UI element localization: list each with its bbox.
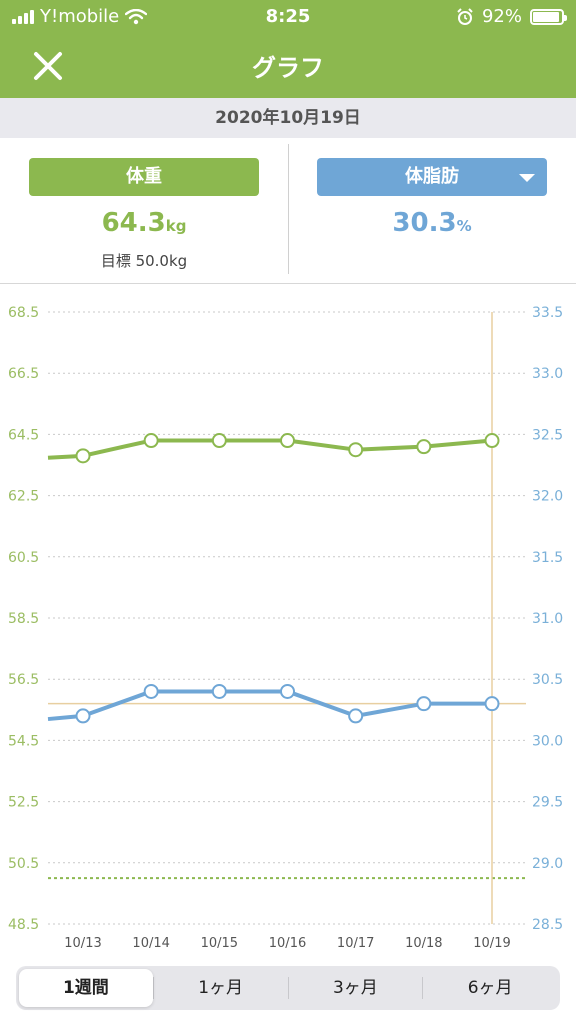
y-left-tick-label: 50.5: [8, 856, 39, 872]
y-left-tick-label: 54.5: [8, 733, 39, 749]
y-right-tick-label: 30.0: [532, 733, 563, 749]
segment-divider: [152, 977, 154, 999]
weight-series-point: [416, 439, 432, 455]
x-tick-label: 10/17: [337, 936, 374, 951]
y-right-tick-label: 30.5: [532, 672, 563, 688]
weight-series-point: [143, 433, 159, 449]
weight-unit: kg: [165, 217, 187, 235]
weight-series-line: [47, 438, 493, 460]
y-left-tick-label: 58.5: [8, 611, 39, 627]
x-tick-label: 10/16: [269, 936, 306, 951]
summary-panel: 体重 64.3kg 目標 50.0kg 体脂肪 30.3%: [0, 138, 576, 284]
y-left-tick-label: 56.5: [8, 672, 39, 688]
weight-number: 64.3: [101, 208, 166, 238]
weight-label-pill: 体重: [29, 158, 259, 196]
fat-series-point: [280, 683, 295, 699]
summary-divider: [288, 144, 289, 274]
fat-series-point: [143, 683, 159, 699]
nav-bar: グラフ: [0, 34, 576, 98]
x-tick-label: 10/13: [64, 936, 101, 951]
period-3months[interactable]: 3ヶ月: [332, 978, 378, 998]
chart-area: 68.5 33.5 66.5 33.0 64.5 32.5 62.5 32.0 60.5 31.5…: [0, 284, 576, 960]
fat-number: 30.3: [392, 208, 457, 238]
fat-selector-button[interactable]: 体脂肪: [317, 158, 547, 196]
fat-series-point: [416, 696, 432, 712]
page-title: グラフ: [252, 54, 324, 82]
weight-series-point: [348, 442, 364, 458]
period-1month[interactable]: 1ヶ月: [198, 978, 244, 998]
weight-goal: 目標 50.0kg: [100, 252, 188, 270]
fat-series-point: [211, 683, 227, 699]
y-right-tick-label: 29.0: [532, 856, 563, 872]
status-right: 92%: [456, 6, 567, 27]
close-icon[interactable]: [30, 48, 66, 84]
wifi-icon: [125, 8, 148, 24]
weight-fat-chart: 68.5 33.5 66.5 33.0 64.5 32.5 62.5 32.0 60.5 31.5…: [8, 305, 563, 951]
fat-label: 体脂肪: [405, 166, 459, 187]
fat-unit: %: [456, 217, 472, 235]
battery-icon: [530, 8, 567, 25]
segment-divider: [422, 977, 424, 999]
carrier-name: Y!mobile: [40, 6, 120, 27]
dropdown-triangle-icon: [519, 174, 535, 182]
y-left-tick-label: 60.5: [8, 550, 39, 566]
x-tick-label: 10/15: [201, 936, 238, 951]
fat-series-line: [47, 689, 492, 722]
signal-icon: [12, 9, 34, 24]
alarm-icon: [457, 7, 473, 25]
weight-value: 64.3kg: [29, 208, 259, 238]
y-right-tick-label: 33.5: [532, 305, 563, 321]
y-left-tick-label: 52.5: [8, 795, 39, 811]
y-left-tick-label: 64.5: [8, 427, 39, 443]
weight-series-point: [211, 433, 227, 449]
segment-divider: [287, 977, 289, 999]
period-1week[interactable]: 1週間: [19, 969, 153, 1007]
carrier-info: Y!mobile: [12, 6, 148, 27]
fat-value: 30.3%: [317, 208, 547, 238]
y-left-tick-label: 62.5: [8, 489, 39, 505]
weight-series-point: [280, 433, 295, 449]
battery-percent: 92%: [481, 6, 522, 27]
y-right-tick-label: 31.5: [532, 550, 563, 566]
weight-series-point: [75, 448, 91, 464]
y-right-tick-label: 28.5: [532, 917, 563, 933]
y-right-tick-label: 32.5: [532, 427, 563, 443]
y-left-tick-label: 68.5: [8, 305, 39, 321]
y-left-tick-label: 48.5: [8, 917, 39, 933]
x-tick-label: 10/18: [405, 936, 442, 951]
y-right-tick-label: 33.0: [532, 366, 563, 382]
fat-series-point: [348, 708, 364, 724]
date-header: 2020年10月19日: [0, 98, 576, 138]
clock: 8:25: [265, 6, 311, 27]
x-tick-label: 10/19: [473, 936, 510, 951]
fat-series-point: [75, 708, 91, 724]
y-right-tick-label: 29.5: [532, 795, 563, 811]
weight-series-point: [484, 433, 500, 449]
x-tick-label: 10/14: [132, 936, 169, 951]
y-right-tick-label: 32.0: [532, 489, 563, 505]
period-selector: 1週間 1ヶ月 3ヶ月 6ヶ月: [16, 966, 560, 1010]
fat-series-point: [484, 696, 500, 712]
y-left-tick-label: 66.5: [8, 366, 39, 382]
status-bar: Y!mobile 8:25 92%: [0, 0, 576, 34]
y-right-tick-label: 31.0: [532, 611, 563, 627]
period-6months[interactable]: 6ヶ月: [467, 978, 513, 998]
